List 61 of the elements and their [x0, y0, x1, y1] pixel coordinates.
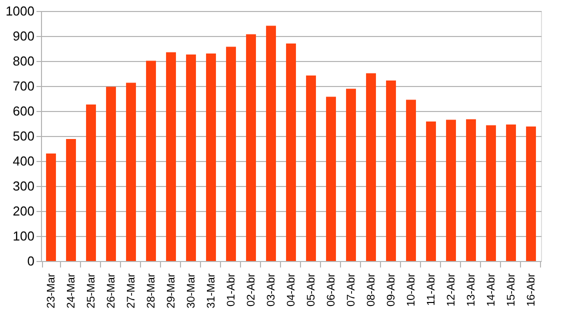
- x-tick-label: 02-Abr: [246, 273, 258, 307]
- x-tick-label: 11-Abr: [426, 273, 438, 306]
- y-tick-label: 800: [12, 54, 34, 68]
- bar: [106, 86, 116, 261]
- bar: [46, 154, 56, 261]
- x-tick-label: 04-Abr: [286, 273, 298, 307]
- bar: [166, 52, 176, 261]
- x-tick-label: 28-Mar: [146, 273, 158, 308]
- x-tick-label: 13-Abr: [466, 273, 478, 307]
- x-tick-label: 27-Mar: [126, 273, 138, 308]
- x-tick-label: 05-Abr: [306, 273, 318, 307]
- bar: [286, 44, 296, 261]
- x-tick-label: 29-Mar: [166, 273, 178, 308]
- y-tick-label: 0: [27, 254, 34, 268]
- x-tick-label: 08-Abr: [366, 273, 378, 307]
- bar: [526, 126, 536, 261]
- y-tick-label: 400: [12, 154, 34, 168]
- bar: [306, 76, 316, 261]
- bar: [466, 119, 476, 261]
- bar: [446, 120, 456, 261]
- bar: [486, 125, 496, 261]
- bar: [326, 96, 336, 261]
- bar: [66, 139, 76, 261]
- y-tick-label: 300: [12, 178, 34, 194]
- y-tick-label: 100: [12, 228, 34, 244]
- bar: [406, 100, 416, 261]
- bar: [206, 54, 216, 261]
- x-tick-label: 09-Abr: [386, 273, 398, 307]
- x-tick-label: 06-Abr: [326, 273, 338, 307]
- x-tick-label: 31-Mar: [206, 273, 218, 308]
- x-tick-label: 01-Abr: [226, 273, 238, 307]
- y-tick-label: 600: [12, 104, 34, 118]
- y-tick-label: 1000: [6, 4, 34, 18]
- bar: [186, 54, 196, 261]
- bar: [366, 73, 376, 261]
- y-tick-label: 900: [12, 28, 34, 44]
- x-tick-label: 14-Abr: [486, 273, 498, 307]
- y-tick-label: 700: [12, 78, 34, 94]
- x-tick-label: 30-Mar: [186, 273, 198, 308]
- x-tick-label: 16-Abr: [526, 273, 538, 307]
- bar: [246, 34, 256, 261]
- bar: [426, 122, 436, 261]
- x-tick-label: 24-Mar: [66, 273, 78, 308]
- x-tick-label: 23-Mar: [46, 273, 58, 308]
- y-tick-label: 200: [12, 204, 34, 218]
- bar: [126, 82, 136, 261]
- bar: [266, 26, 276, 261]
- x-tick-label: 15-Abr: [506, 273, 518, 307]
- bar: [346, 88, 356, 261]
- x-tick-label: 12-Abr: [446, 273, 458, 307]
- x-tick-label: 07-Abr: [346, 273, 358, 307]
- y-tick-label: 500: [12, 128, 34, 144]
- x-tick-label: 25-Mar: [86, 273, 98, 308]
- bar: [386, 80, 396, 261]
- bar: [86, 104, 96, 261]
- x-tick-label: 10-Abr: [406, 273, 418, 307]
- bar: [506, 124, 516, 261]
- bar: [226, 46, 236, 261]
- x-tick-label: 03-Abr: [266, 273, 278, 307]
- bar: [146, 60, 156, 261]
- x-tick-label: 26-Mar: [106, 273, 118, 308]
